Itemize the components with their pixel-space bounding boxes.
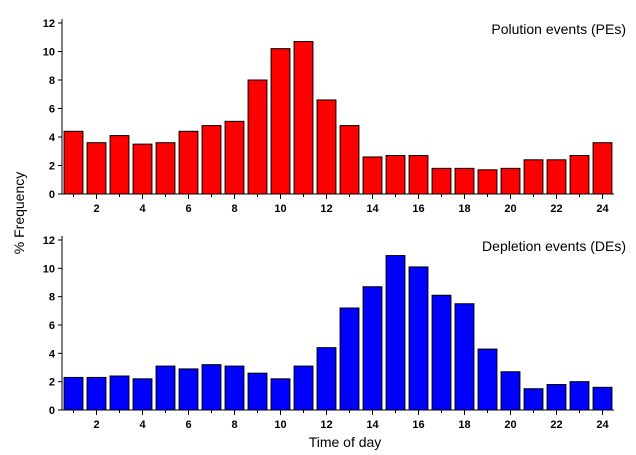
y-tick-label: 6 [49, 320, 55, 332]
bar-de-hour-16 [408, 266, 429, 411]
bar-pe-hour-11 [293, 41, 314, 195]
bar-pe-hour-7 [201, 125, 222, 195]
x-tick-label: 20 [504, 419, 516, 431]
bar-pe-hour-5 [155, 142, 176, 195]
bar-pe-hour-18 [454, 167, 475, 195]
bar-de-hour-17 [431, 294, 452, 411]
bar-de-hour-19 [477, 348, 498, 411]
y-tick-label: 6 [49, 104, 55, 116]
x-tick-label: 16 [412, 203, 424, 215]
bar-pe-hour-3 [109, 135, 130, 195]
y-tick-label: 8 [49, 292, 55, 304]
bar-de-hour-18 [454, 303, 475, 411]
bar-pe-hour-4 [132, 143, 153, 195]
y-tick-label: 12 [43, 235, 55, 247]
y-tick-label: 12 [43, 18, 55, 30]
x-tick-label: 12 [320, 419, 332, 431]
x-tick-label: 8 [231, 419, 237, 431]
bar-pe-hour-24 [592, 142, 613, 195]
x-tick-label: 18 [458, 419, 470, 431]
bar-de-hour-22 [546, 384, 567, 411]
bar-de-hour-1 [63, 376, 84, 411]
bar-de-hour-14 [362, 286, 383, 411]
panel-title: Polution events (PEs) [491, 21, 626, 37]
bar-pe-hour-10 [270, 48, 291, 195]
bar-de-hour-3 [109, 375, 130, 411]
x-tick-label: 14 [366, 203, 379, 215]
bar-de-hour-20 [500, 371, 521, 411]
x-tick-label: 22 [550, 203, 562, 215]
x-tick-label: 24 [596, 419, 609, 431]
bar-pe-hour-12 [316, 99, 337, 195]
bar-pe-hour-9 [247, 79, 268, 195]
bar-pe-hour-21 [523, 159, 544, 195]
bar-de-hour-11 [293, 365, 314, 411]
bar-pe-hour-2 [86, 142, 107, 195]
bar-de-hour-10 [270, 378, 291, 411]
x-axis-label: Time of day [309, 434, 382, 450]
x-tick-label: 22 [550, 419, 562, 431]
bar-pe-hour-8 [224, 120, 245, 195]
y-tick-label: 0 [49, 405, 55, 417]
bar-de-hour-23 [569, 381, 590, 411]
x-tick-label: 12 [320, 203, 332, 215]
bar-pe-hour-23 [569, 155, 590, 195]
bar-de-hour-12 [316, 347, 337, 411]
bar-pe-hour-19 [477, 169, 498, 195]
y-tick-label: 0 [49, 189, 55, 201]
bar-de-hour-2 [86, 376, 107, 411]
x-tick-label: 10 [274, 419, 286, 431]
x-tick-label: 24 [596, 203, 609, 215]
bar-pe-hour-22 [546, 159, 567, 195]
bar-de-hour-8 [224, 365, 245, 411]
y-tick-label: 2 [49, 161, 55, 173]
bar-de-hour-24 [592, 386, 613, 411]
bar-pe-hour-16 [408, 155, 429, 195]
bar-de-hour-7 [201, 364, 222, 411]
bar-pe-hour-20 [500, 167, 521, 195]
x-tick-label: 18 [458, 203, 470, 215]
x-tick-label: 16 [412, 419, 424, 431]
y-axis-label: % Frequency [11, 172, 27, 254]
bar-pe-hour-6 [178, 130, 199, 195]
y-tick-label: 2 [49, 377, 55, 389]
bar-pe-hour-14 [362, 156, 383, 195]
bar-pe-hour-1 [63, 130, 84, 195]
bar-de-hour-13 [339, 307, 360, 411]
x-tick-label: 8 [231, 203, 237, 215]
x-tick-label: 4 [139, 203, 146, 215]
panel-title: Depletion events (DEs) [482, 238, 626, 254]
y-tick-label: 4 [49, 132, 56, 144]
x-tick-label: 2 [93, 419, 99, 431]
bar-de-hour-4 [132, 378, 153, 411]
bar-de-hour-5 [155, 365, 176, 411]
bar-pe-hour-17 [431, 167, 452, 195]
x-tick-label: 6 [185, 203, 191, 215]
y-tick-label: 8 [49, 75, 55, 87]
x-tick-label: 6 [185, 419, 191, 431]
x-tick-label: 10 [274, 203, 286, 215]
y-tick-label: 10 [43, 47, 55, 59]
x-tick-label: 4 [139, 419, 146, 431]
y-tick-label: 10 [43, 263, 55, 275]
x-tick-label: 20 [504, 203, 516, 215]
bar-de-hour-21 [523, 388, 544, 411]
x-tick-label: 2 [93, 203, 99, 215]
y-tick-label: 4 [49, 348, 56, 360]
bar-pe-hour-15 [385, 155, 406, 195]
x-tick-label: 14 [366, 419, 379, 431]
bar-de-hour-15 [385, 255, 406, 411]
bar-de-hour-9 [247, 372, 268, 411]
bar-de-hour-6 [178, 368, 199, 411]
bar-pe-hour-13 [339, 125, 360, 195]
